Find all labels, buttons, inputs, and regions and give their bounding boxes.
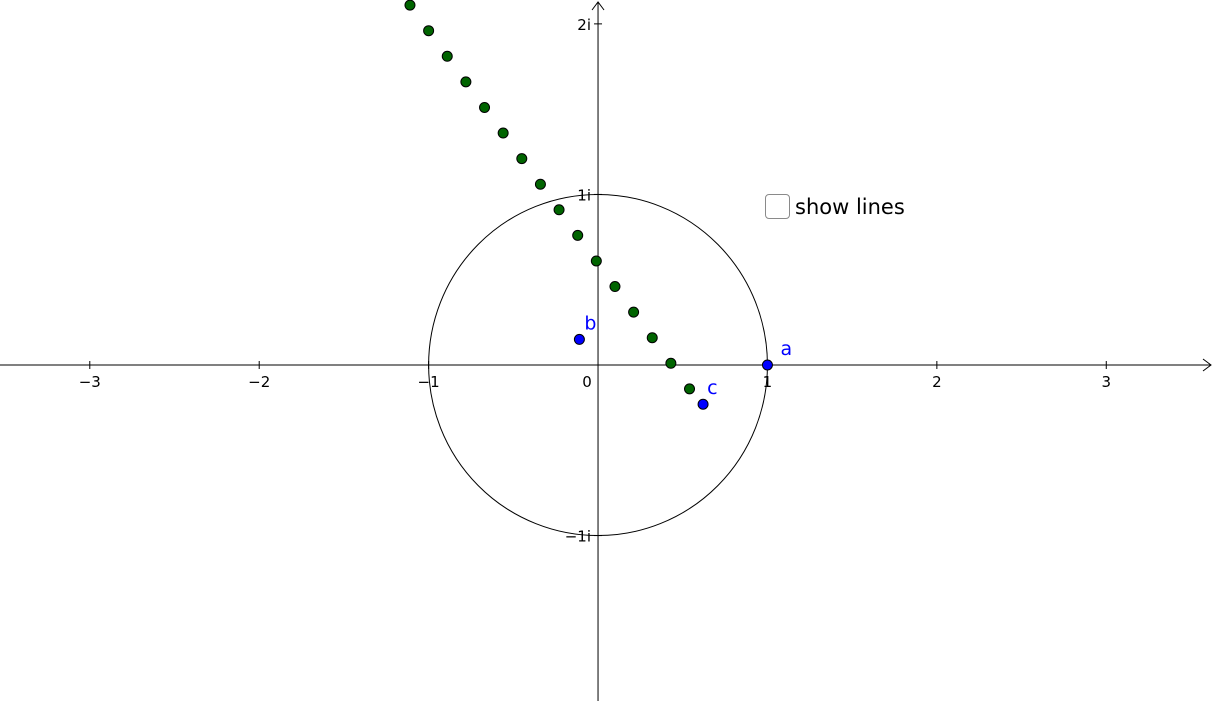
sequence-point[interactable]: [479, 101, 491, 113]
sequence-points: [404, 0, 696, 395]
x-tick-label: 3: [1101, 373, 1111, 391]
sequence-point[interactable]: [628, 306, 640, 318]
sequence-point[interactable]: [646, 332, 658, 344]
sequence-point[interactable]: [516, 153, 528, 165]
show-lines-checkbox[interactable]: show lines: [765, 194, 905, 219]
sequence-point[interactable]: [590, 255, 602, 267]
sequence-point[interactable]: [572, 229, 584, 241]
sequence-point[interactable]: [441, 50, 453, 62]
sequence-point[interactable]: [665, 357, 677, 369]
y-axis-arrow: [591, 1, 605, 11]
x-axis-arrow: [1202, 358, 1212, 372]
show-lines-label[interactable]: show lines: [795, 194, 905, 219]
sequence-point[interactable]: [553, 204, 565, 216]
sequence-point[interactable]: [534, 178, 546, 190]
sequence-point[interactable]: [423, 25, 435, 37]
x-tick-label: −1: [418, 373, 440, 391]
y-tick-label: 2i: [577, 16, 591, 34]
point-c[interactable]: [697, 398, 709, 410]
sequence-point[interactable]: [497, 127, 509, 139]
point-label-b: b: [584, 312, 596, 334]
sequence-point[interactable]: [609, 281, 621, 293]
sequence-point[interactable]: [460, 76, 472, 88]
y-tick-label: −1i: [565, 528, 591, 546]
sequence-point[interactable]: [404, 0, 416, 11]
point-label-c: c: [707, 377, 717, 399]
x-tick-label: −3: [79, 373, 101, 391]
x-tick-label: 2: [932, 373, 942, 391]
point-a[interactable]: [761, 359, 773, 371]
x-tick-label: 0: [582, 373, 592, 391]
sequence-point[interactable]: [684, 383, 696, 395]
show-lines-checkbox-box[interactable]: [765, 194, 790, 219]
x-tick-label: −2: [248, 373, 270, 391]
x-tick-label: 1: [763, 373, 773, 391]
free-points: a b c: [573, 312, 792, 410]
point-b[interactable]: [573, 333, 585, 345]
point-label-a: a: [780, 338, 792, 360]
